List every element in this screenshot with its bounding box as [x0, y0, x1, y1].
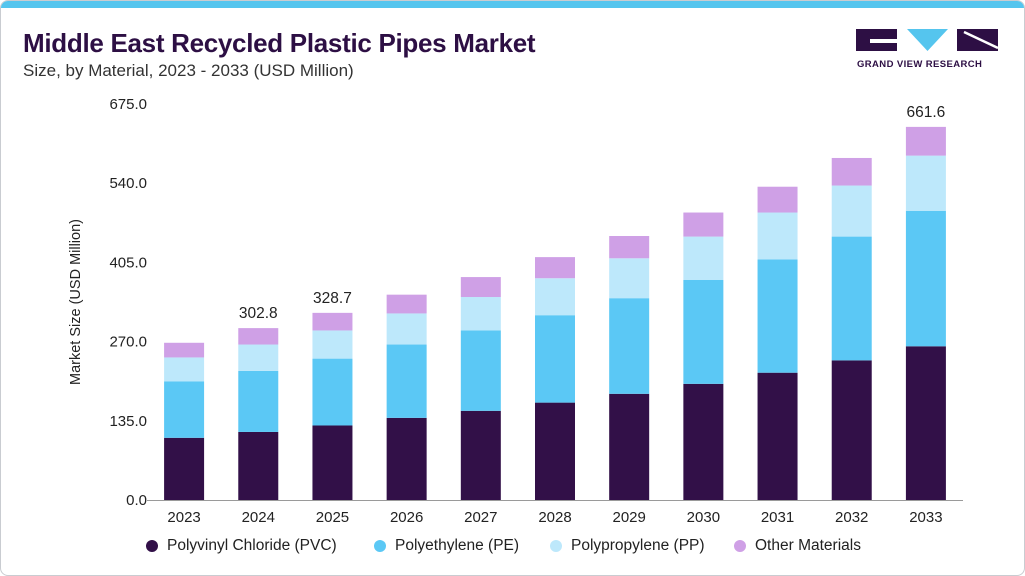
bar-segment-2030-0 [683, 383, 724, 500]
bar-segment-2025-1 [312, 358, 353, 426]
x-tick-label: 2023 [167, 509, 200, 526]
y-tick-label: 675.0 [109, 96, 147, 113]
bar-segment-2033-3 [905, 126, 946, 156]
bar-segment-2033-0 [905, 346, 946, 500]
y-tick-label: 540.0 [109, 175, 147, 192]
bar-segment-2025-2 [312, 330, 353, 359]
x-tick-label: 2030 [687, 509, 720, 526]
x-tick-label: 2024 [242, 509, 275, 526]
bar-segment-2029-1 [609, 298, 650, 394]
bar-segment-2030-1 [683, 280, 724, 384]
y-tick-label: 0.0 [126, 492, 147, 509]
total-label-2025: 328.7 [313, 290, 352, 307]
legend-item: Polyethylene (PE) [374, 537, 519, 555]
chart-legend: Polyvinyl Chloride (PVC) Polyethylene (PE… [1, 537, 1024, 561]
bar-segment-2028-0 [535, 402, 575, 500]
bar-segment-2028-2 [535, 278, 575, 316]
x-tick-label: 2032 [835, 509, 868, 526]
x-tick-label: 2029 [612, 509, 645, 526]
legend-swatch-icon [734, 540, 746, 552]
legend-label: Polyvinyl Chloride (PVC) [167, 537, 337, 554]
legend-item: Polypropylene (PP) [550, 537, 705, 555]
bar-segment-2023-0 [164, 437, 205, 500]
bar-segment-2029-2 [609, 258, 650, 299]
bar-segment-2033-2 [905, 155, 946, 211]
bar-segment-2025-0 [312, 425, 353, 500]
bar-segment-2031-1 [757, 259, 798, 373]
bar-segment-2028-3 [535, 257, 575, 279]
bar-segment-2024-2 [238, 344, 279, 371]
bar-segment-2029-0 [609, 393, 650, 500]
x-tick-label: 2033 [909, 509, 942, 526]
chart-title: Middle East Recycled Plastic Pipes Marke… [23, 28, 536, 58]
legend-label: Polypropylene (PP) [571, 537, 705, 554]
bar-segment-2026-2 [386, 313, 427, 345]
x-tick-label: 2028 [538, 509, 571, 526]
bar-segment-2025-3 [312, 312, 353, 331]
bar-segment-2024-3 [238, 328, 279, 345]
bar-segment-2029-3 [609, 236, 650, 259]
total-label-2033: 661.6 [907, 104, 946, 121]
bar-segment-2031-2 [757, 212, 798, 260]
bar-segment-2026-3 [386, 294, 427, 314]
top-accent-bar [1, 1, 1024, 8]
y-tick-label: 270.0 [109, 334, 147, 351]
stacked-bar-chart: 0.0 135.0 270.0 405.0 540.0 675.0 Market Size … [68, 96, 963, 526]
bar-segment-2027-3 [460, 277, 501, 298]
bar-segment-2027-0 [460, 410, 501, 500]
x-tick-label: 2025 [316, 509, 349, 526]
chart-subtitle: Size, by Material, 2023 - 2033 (USD Mill… [23, 61, 354, 80]
bar-segment-2026-0 [386, 417, 427, 500]
x-tick-label: 2027 [464, 509, 497, 526]
bar-segment-2032-3 [831, 157, 872, 186]
y-tick-label: 135.0 [109, 413, 147, 430]
legend-item: Polyvinyl Chloride (PVC) [146, 537, 337, 555]
bar-segment-2028-1 [535, 315, 575, 403]
logo-text: GRAND VIEW RESEARCH [857, 59, 983, 70]
bar-segment-2024-1 [238, 370, 279, 432]
bar-segment-2023-1 [164, 381, 205, 438]
x-tick-label: 2031 [761, 509, 794, 526]
bar-segment-2033-1 [905, 210, 946, 347]
bar-segment-2030-3 [683, 212, 724, 237]
y-tick-label: 405.0 [109, 254, 147, 271]
legend-swatch-icon [146, 540, 158, 552]
legend-swatch-icon [374, 540, 386, 552]
y-axis-title: Market Size (USD Million) [68, 219, 84, 385]
legend-item: Other Materials [734, 537, 861, 555]
legend-label: Other Materials [755, 537, 861, 554]
legend-swatch-icon [550, 540, 562, 552]
total-label-2024: 302.8 [239, 305, 278, 322]
bar-segment-2031-3 [757, 186, 798, 213]
x-tick-label: 2026 [390, 509, 423, 526]
bar-segment-2026-1 [386, 344, 427, 418]
bar-segment-2030-2 [683, 236, 724, 280]
grand-view-research-logo-icon [856, 29, 999, 51]
bar-segment-2023-2 [164, 357, 205, 382]
bar-segment-2023-3 [164, 342, 205, 358]
bar-segment-2024-0 [238, 431, 279, 500]
bar-segment-2032-1 [831, 236, 872, 361]
legend-label: Polyethylene (PE) [395, 537, 520, 554]
bar-segment-2031-0 [757, 372, 798, 500]
bar-segment-2032-0 [831, 360, 872, 500]
bar-segment-2027-2 [460, 297, 501, 331]
bar-segment-2027-1 [460, 330, 501, 411]
bar-segment-2032-2 [831, 185, 872, 237]
